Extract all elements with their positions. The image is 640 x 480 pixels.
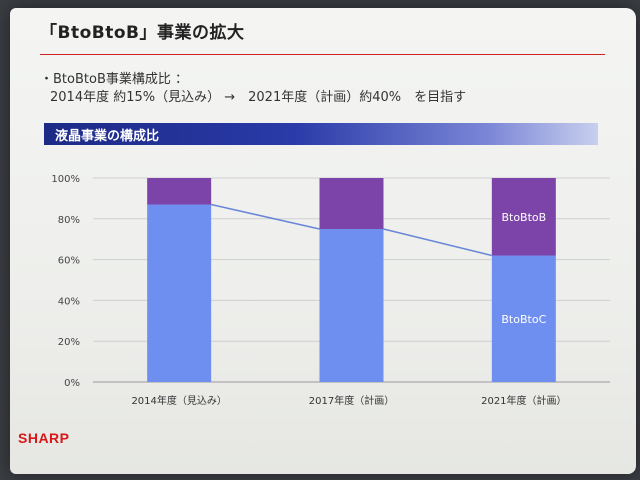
connector-line	[383, 228, 493, 257]
bar-btobtob-0	[147, 178, 212, 205]
y-tick-label: 40%	[58, 296, 80, 307]
bar-btobtoc-0	[147, 204, 212, 382]
slide-title: 「BtoBtoB」事業の拡大	[40, 23, 245, 43]
bar-btobtoc-2	[491, 255, 556, 382]
bar-btobtob-2	[491, 178, 556, 256]
x-tick-label: 2021年度（計画）	[481, 394, 566, 407]
section-header-bar	[44, 123, 598, 145]
bullet-detail: 2014年度 約15%（見込み） → 2021年度（計画）約40% を目指す	[50, 90, 467, 105]
sharp-logo: SHARP	[18, 430, 70, 446]
title-divider	[40, 54, 605, 55]
y-tick-label: 0%	[64, 378, 80, 389]
bar-btobtob-1	[319, 178, 384, 229]
section-title: 液晶事業の構成比	[55, 129, 160, 144]
series-label-btobtoc: BtoBtoC	[501, 313, 546, 326]
y-tick-label: 20%	[58, 337, 80, 348]
stacked-bar-chart: 0% 20% 40% 60% 80% 100% 2014年度（見込み） 2017年度（計画） 2…	[51, 174, 610, 407]
series-label-btobtob: BtoBtoB	[501, 211, 546, 224]
bullet-heading: ・BtoBtoB事業構成比 ：	[40, 72, 188, 87]
slide: 「BtoBtoB」事業の拡大 ・BtoBtoB事業構成比 ： 2014年度 約1…	[10, 8, 636, 474]
x-tick-label: 2014年度（見込み）	[131, 394, 226, 407]
y-tick-label: 100%	[51, 174, 80, 185]
bar-btobtoc-1	[319, 229, 384, 382]
y-tick-label: 60%	[58, 256, 80, 267]
connector-line	[211, 203, 320, 230]
y-tick-label: 80%	[58, 215, 80, 226]
x-tick-label: 2017年度（計画）	[309, 394, 394, 407]
